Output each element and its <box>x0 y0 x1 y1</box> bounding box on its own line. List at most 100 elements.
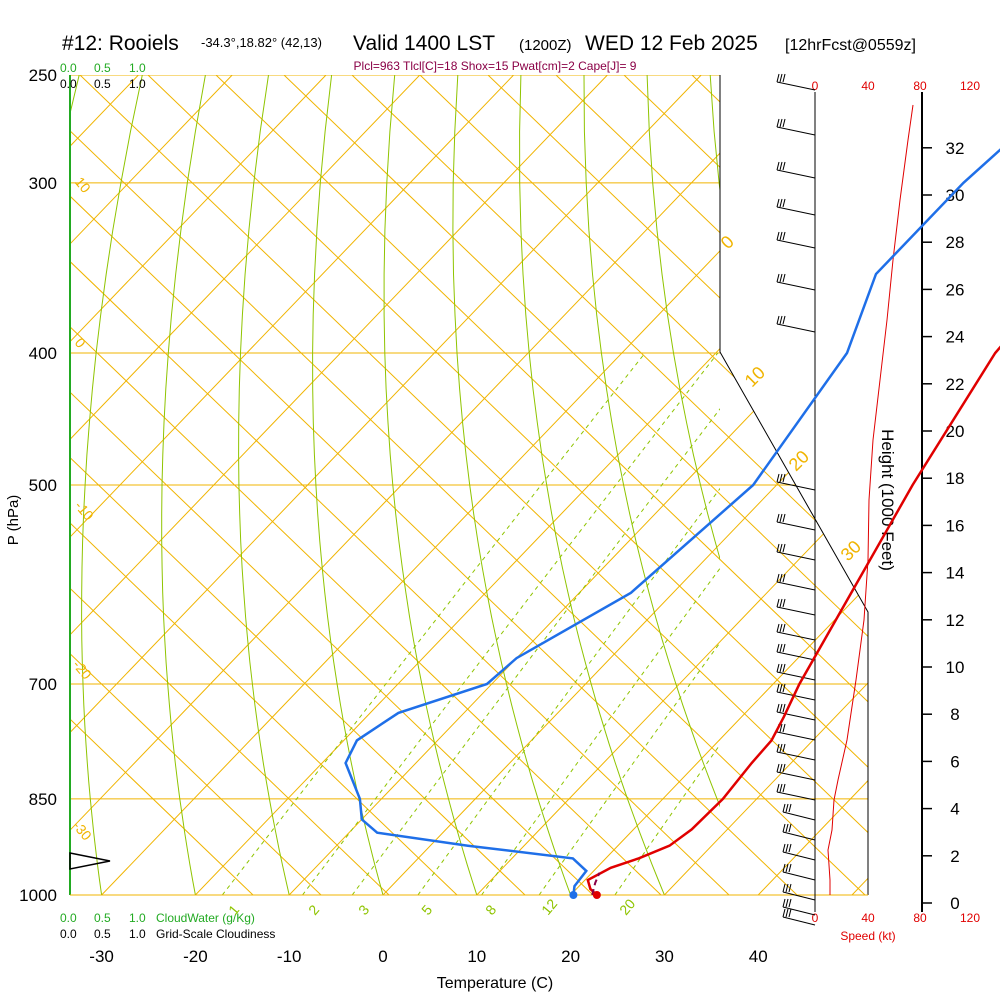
height-tick-label: 28 <box>946 233 965 252</box>
speed-bot-1: 40 <box>861 911 875 925</box>
wind-barb-feather <box>779 543 783 553</box>
plot-frame-right <box>719 75 869 895</box>
isotherm-line <box>382 543 720 895</box>
dry-adiabat-label: 10 <box>72 174 94 196</box>
wind-barb <box>776 521 816 531</box>
wind-barb-feather <box>785 908 789 918</box>
dewpoint-line <box>344 148 1000 896</box>
speed-label: Speed (kt) <box>840 929 895 943</box>
mixing-ratio-line <box>351 408 720 895</box>
height-tick-label: 0 <box>950 894 959 913</box>
wind-barb-feather <box>782 743 786 753</box>
wind-barb <box>782 851 816 861</box>
mixing-ratio-line <box>614 743 720 895</box>
cw-top-green-1: 0.5 <box>94 61 111 75</box>
wind-barb-feather <box>776 783 780 793</box>
pressure-tick-label: 850 <box>29 790 57 809</box>
wind-barb-feather <box>788 803 792 813</box>
wind-barb-feather <box>782 703 786 713</box>
cw-top-black-1: 0.5 <box>94 77 111 91</box>
height-tick-label: 12 <box>946 611 965 630</box>
wind-barb-feather <box>788 908 792 918</box>
wind-barb-feather <box>785 898 789 908</box>
cloudiness-label: Grid-Scale Cloudiness <box>156 927 275 941</box>
wind-barb-feather <box>776 743 780 753</box>
height-tick-label: 20 <box>946 422 965 441</box>
wind-barb-feather <box>776 513 780 523</box>
temperature-ticks: -30 -20 -10 0 10 20 30 40 <box>89 947 767 966</box>
isotherm-line <box>70 75 421 441</box>
height-tick-label: 10 <box>946 658 965 677</box>
wind-barb-feather <box>782 723 786 733</box>
wind-barb-feather <box>776 161 780 171</box>
wind-barb <box>782 871 816 881</box>
pressure-tick-label: 400 <box>29 344 57 363</box>
wind-speed-profile <box>827 104 914 895</box>
wind-barb-feather <box>779 723 783 733</box>
wind-barb-feather <box>785 803 789 813</box>
dry-adiabat-line <box>0 75 16 895</box>
isotherm-line <box>852 75 1000 895</box>
wind-barb <box>776 631 816 641</box>
wind-barb <box>776 206 816 216</box>
mixing-ratio-label: 3 <box>355 902 372 918</box>
grid-diagonal <box>964 75 1000 895</box>
height-tick-label: 4 <box>950 800 959 819</box>
wind-barb-feather <box>782 543 786 553</box>
grid-diagonal <box>70 587 390 895</box>
wind-barb-feather <box>779 598 783 608</box>
wind-barb-feather <box>782 598 786 608</box>
grid-diagonal <box>720 352 868 895</box>
sounding-profiles <box>344 148 1000 899</box>
wind-barb <box>776 239 816 249</box>
wind-barb-feather <box>782 908 786 918</box>
wind-barb-feather <box>779 763 783 773</box>
wind-barb <box>776 671 816 681</box>
pressure-tick-label: 300 <box>29 174 57 193</box>
height-tick-label: 16 <box>946 516 965 535</box>
wind-barb-feather <box>776 73 780 83</box>
wind-barb-feather <box>776 543 780 553</box>
dry-adiabat-line <box>161 75 206 895</box>
grid-diagonal <box>720 352 866 895</box>
speed-bot-2: 80 <box>913 911 927 925</box>
dry-adiabat-line <box>836 75 1000 895</box>
isotherm-label: 10 <box>741 363 769 391</box>
utc-time: (1200Z) <box>519 37 572 54</box>
wind-barb-feather <box>779 273 783 283</box>
isotherm-line <box>720 352 868 895</box>
height-tick-label: 32 <box>946 139 965 158</box>
wind-barb <box>776 711 816 721</box>
height-tick-label: 14 <box>946 564 965 583</box>
dry-adiabat-line <box>519 75 665 895</box>
temperature-tick-label: -10 <box>277 947 302 966</box>
wind-barb-feather <box>782 663 786 673</box>
valid-time: Valid 1400 LST <box>353 32 495 55</box>
dry-adiabat-line <box>452 75 572 895</box>
wind-barb <box>776 551 816 561</box>
surface-dewpoint-point <box>569 891 578 899</box>
mixing-ratio-label: 2 <box>305 902 322 918</box>
wind-barb-feather <box>782 843 786 853</box>
wind-barb-feather <box>782 783 786 793</box>
isotherm-line <box>476 640 720 895</box>
grid-diagonal <box>351 75 720 430</box>
pressure-ticks: 250 300 400 500 700 850 1000 <box>19 66 57 905</box>
temperature-tick-label: 30 <box>655 947 674 966</box>
wind-barb-feather <box>779 623 783 633</box>
temperature-tick-label: 10 <box>467 947 486 966</box>
parcel-line <box>591 872 601 896</box>
wind-barb-feather <box>782 273 786 283</box>
isotherm-line <box>70 75 233 245</box>
wind-barb-feather <box>776 763 780 773</box>
wind-barb <box>776 771 816 781</box>
wind-barb-feather <box>788 823 792 833</box>
wind-barb-feather <box>782 683 786 693</box>
cw-top-black-0: 0.0 <box>60 77 77 91</box>
speed-top-2: 80 <box>913 79 927 93</box>
wind-barb-feather <box>782 198 786 208</box>
wind-barb-feather <box>782 513 786 523</box>
wind-barb-feather <box>779 161 783 171</box>
height-tick-label: 24 <box>946 328 965 347</box>
dry-adiabat-line <box>646 75 720 561</box>
